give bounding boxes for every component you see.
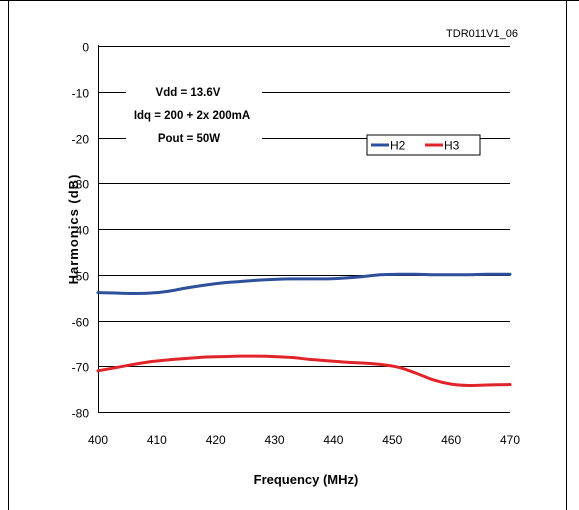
x-axis-title: Frequency (MHz)	[254, 472, 359, 487]
y-tick-label: -70	[72, 361, 90, 375]
figure-id-label: TDR011V1_06	[446, 28, 518, 40]
series-line-h3	[96, 354, 512, 387]
y-axis-title: Harmonics (dB)	[66, 174, 81, 285]
y-tick-label: -60	[72, 316, 90, 330]
series-line-h2	[96, 272, 512, 296]
x-tick-label: 420	[206, 433, 226, 447]
x-tick-label: 430	[265, 433, 285, 447]
annotation-pout: Pout = 50W	[158, 133, 220, 145]
y-tick-label: -80	[72, 407, 90, 421]
annotation-vdd: Vdd = 13.6V	[156, 87, 221, 99]
y-tick-label: -20	[72, 133, 90, 147]
legend-label-h3: H3	[444, 139, 460, 153]
x-tick-label: 410	[147, 433, 167, 447]
y-tick-label: -50	[72, 270, 90, 284]
series-lines	[96, 272, 512, 387]
x-tick-label: 450	[382, 433, 402, 447]
x-tick-label: 400	[88, 433, 108, 447]
legend-label-h2: H2	[390, 139, 406, 153]
y-tick-label: -40	[72, 224, 90, 238]
x-tick-labels: 400 410 420 430 440 450 460 470	[88, 433, 520, 447]
annotation-background	[126, 80, 262, 142]
x-tick-label: 440	[323, 433, 343, 447]
y-tick-label: -10	[72, 87, 90, 101]
annotation-idq: Idq = 200 + 2x 200mA	[134, 110, 250, 122]
y-tick-label: -30	[72, 178, 90, 192]
x-tick-label: 470	[500, 433, 520, 447]
y-tick-labels: 0 -10 -20 -30 -40 -50 -60 -70 -80	[72, 41, 90, 421]
y-tick-label: 0	[82, 41, 89, 55]
x-tick-label: 460	[441, 433, 461, 447]
legend-box	[366, 134, 481, 156]
